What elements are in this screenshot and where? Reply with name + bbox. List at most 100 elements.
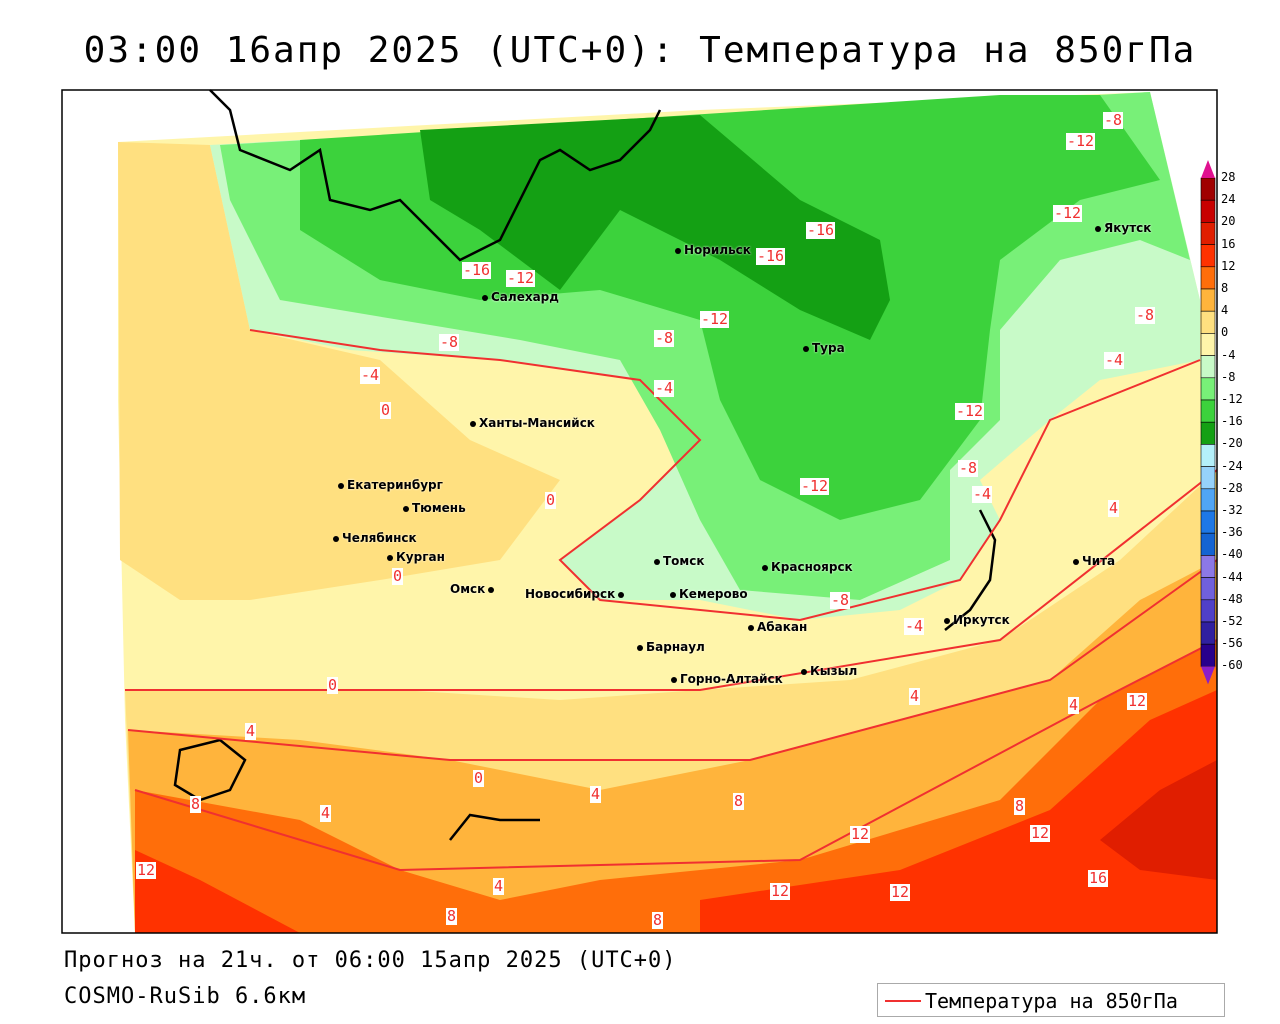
city-name: Екатеринбург <box>347 478 443 492</box>
city-name: Иркутск <box>953 613 1010 627</box>
city-dot-icon <box>482 294 488 301</box>
isotherm-label: -4 <box>654 379 675 397</box>
isotherm-label: -8 <box>830 591 851 609</box>
colorbar-tick-label: -40 <box>1221 547 1243 562</box>
isotherm-label: -4 <box>904 617 925 635</box>
isotherm-label: 0 <box>545 491 557 509</box>
colorbar-tick-label: 8 <box>1221 281 1229 295</box>
city-name: Кемерово <box>679 587 748 601</box>
colorbar-top-arrow <box>1201 160 1215 178</box>
city-name: Тура <box>812 341 845 355</box>
city-dot-icon <box>762 564 768 571</box>
city-dot-icon <box>338 482 344 489</box>
zone-0-4-west <box>118 142 560 600</box>
city-dot-icon <box>1095 225 1101 232</box>
city-label: Томск <box>651 554 705 568</box>
city-name: Ханты-Мансийск <box>479 416 595 430</box>
city-label: Норильск <box>672 243 751 257</box>
colorbar-tick-label: -20 <box>1221 436 1243 451</box>
city-dot-icon <box>403 505 409 512</box>
colorbar <box>1200 160 1216 685</box>
isotherm-label: -16 <box>756 247 786 265</box>
colorbar-tick-label: -16 <box>1221 414 1243 429</box>
isotherm-label: 0 <box>327 676 339 694</box>
colorbar-swatch <box>1200 599 1216 623</box>
city-name: Омск <box>450 582 486 596</box>
city-name: Новосибирск <box>525 587 616 601</box>
legend: Температура на 850гПа <box>877 983 1225 1017</box>
colorbar-swatch <box>1200 621 1216 645</box>
colorbar-tick-label: 0 <box>1221 325 1229 340</box>
city-name: Красноярск <box>771 560 853 574</box>
isotherm-label: 4 <box>320 804 332 822</box>
zone-12-16-east <box>700 690 1217 933</box>
isotherm-label: 4 <box>909 687 921 705</box>
zone-minus20-minus16 <box>420 115 890 340</box>
colorbar-tick-label: -12 <box>1221 392 1243 406</box>
city-dot-icon <box>637 644 643 651</box>
colorbar-swatch <box>1200 510 1216 534</box>
colorbar-tick-label: 16 <box>1221 236 1236 251</box>
city-label: Омск <box>450 582 497 596</box>
colorbar-tick-label: 4 <box>1221 303 1229 318</box>
isotherm-label: 4 <box>245 722 257 740</box>
temperature-fill <box>118 92 1217 933</box>
city-dot-icon <box>333 535 339 542</box>
isotherm-label: 0 <box>380 401 392 419</box>
isotherm-label: -4 <box>1104 351 1125 369</box>
colorbar-swatch <box>1200 266 1216 290</box>
city-dot-icon <box>748 624 754 631</box>
colorbar-tick-label: 12 <box>1221 258 1236 273</box>
city-name: Абакан <box>757 620 808 634</box>
colorbar-swatch <box>1200 399 1216 423</box>
isotherm-label: 12 <box>136 861 157 879</box>
colorbar-swatch <box>1200 310 1216 334</box>
city-label: Чита <box>1070 554 1115 568</box>
colorbar-swatch <box>1200 199 1216 223</box>
forecast-info: Прогноз на 21ч. от 06:00 15апр 2025 (UTC… <box>64 948 677 973</box>
isotherm-label: 0 <box>392 567 404 585</box>
colorbar-tick-label: -60 <box>1221 658 1243 673</box>
colorbar-bottom-arrow <box>1201 666 1215 685</box>
city-label: Челябинск <box>330 531 417 545</box>
isotherm-label: -8 <box>439 333 460 351</box>
isotherm-label: -16 <box>462 261 492 279</box>
colorbar-tick-label: 24 <box>1221 192 1236 207</box>
city-label: Иркутск <box>941 613 1010 627</box>
isotherm-label: 12 <box>850 825 871 843</box>
city-dot-icon <box>803 345 809 352</box>
city-label: Тюмень <box>400 501 466 515</box>
isotherm-label: -12 <box>506 269 536 287</box>
colorbar-tick-label: -56 <box>1221 636 1243 651</box>
city-label: Кызыл <box>798 664 857 678</box>
colorbar-swatch <box>1200 244 1216 268</box>
city-dot-icon <box>670 591 676 598</box>
isotherm-label: -4 <box>972 485 993 503</box>
city-label: Горно-Алтайск <box>668 672 783 686</box>
isotherm-label: -12 <box>955 402 985 420</box>
colorbar-tick-label: -52 <box>1221 614 1243 628</box>
zone-12-16-west <box>135 850 300 933</box>
city-name: Кызыл <box>810 664 858 678</box>
isotherm-label: 12 <box>890 883 911 901</box>
isotherm-label: -8 <box>958 459 979 477</box>
city-name: Якутск <box>1104 221 1152 235</box>
colorbar-swatch <box>1200 532 1216 556</box>
colorbar-swatch <box>1200 222 1216 245</box>
colorbar-swatch <box>1200 288 1216 312</box>
city-label: Кемерово <box>667 587 748 601</box>
city-name: Томск <box>663 554 705 568</box>
city-name: Горно-Алтайск <box>680 672 783 686</box>
colorbar-swatch <box>1200 421 1216 445</box>
isotherm-label: -8 <box>654 329 675 347</box>
city-label: Тура <box>800 341 845 355</box>
city-dot-icon <box>387 554 393 561</box>
isotherm-label: -8 <box>1135 306 1156 324</box>
colorbar-tick-label: 20 <box>1221 214 1236 229</box>
isotherm-label: -8 <box>1103 111 1124 129</box>
city-label: Салехард <box>479 290 559 304</box>
city-label: Новосибирск <box>525 587 627 601</box>
city-name: Тюмень <box>412 501 466 515</box>
city-label: Курган <box>384 550 445 564</box>
